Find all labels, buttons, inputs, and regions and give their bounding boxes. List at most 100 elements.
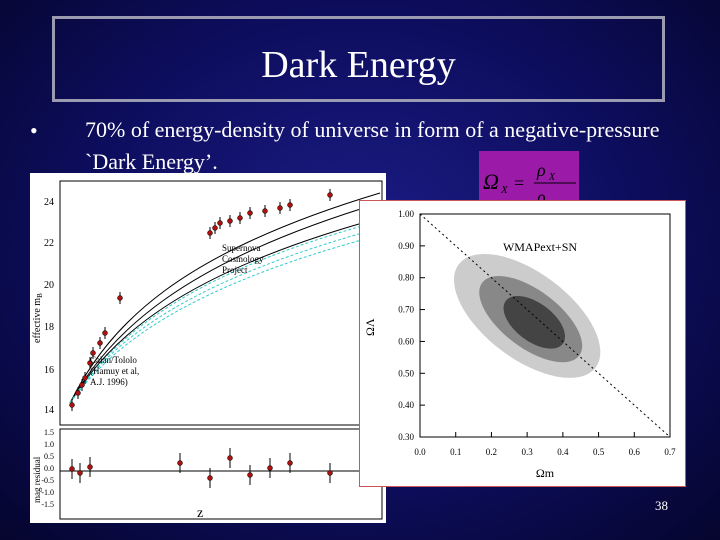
wmap-contours (453, 253, 601, 378)
wmap-plot-frame (419, 213, 671, 438)
residual-point (287, 460, 293, 466)
wmap-sn-svg: 0.0 0.1 0.2 0.3 0.4 0.5 0.6 0.7 1.00 0.90 0.80 0.70… (363, 209, 676, 480)
bullet-marker: • (30, 118, 38, 143)
model-curve (69, 202, 381, 404)
model-curve (69, 227, 381, 404)
resid-tick-label: 0.5 (44, 452, 54, 461)
y-tick-label: 0.40 (398, 400, 414, 410)
y-tick-label: 0.90 (398, 241, 414, 251)
resid-tick-label: 1.0 (44, 440, 54, 449)
y-tick-label: 0.70 (398, 305, 414, 315)
wmap-title: WMAPext+SN (503, 240, 577, 254)
resid-tick-label: 0.0 (44, 464, 54, 473)
data-point (327, 192, 333, 198)
ytick-label: 16 (44, 365, 54, 376)
ytick-label: 20 (44, 280, 54, 291)
legend-calan-line2: (Hamuy et al, (90, 366, 139, 376)
data-point (75, 390, 81, 396)
resid-tick-label: -1.0 (41, 488, 54, 497)
slide-title: Dark Energy (261, 44, 456, 86)
residual-point (267, 465, 273, 471)
data-point (90, 350, 96, 356)
data-point (247, 210, 253, 216)
legend-scp-line2: Cosmology (222, 254, 264, 264)
residual-point (247, 472, 253, 478)
hubble-points (69, 189, 333, 411)
data-point (87, 360, 93, 366)
residual-point (227, 455, 233, 461)
x-tick-label: 0.0 (414, 447, 426, 457)
footer-center-text: Heidelbe (327, 498, 374, 513)
data-point (79, 382, 85, 388)
resid-tick-label: 1.5 (44, 428, 54, 437)
formula-denominator: ρ (536, 187, 546, 207)
ytick-label: 22 (44, 238, 54, 249)
x-tick-label: 0.6 (629, 447, 641, 457)
data-point (217, 220, 223, 226)
wmap-ylabel: ΩΛ (363, 318, 377, 336)
resid-tick-label: -1.5 (41, 500, 54, 509)
legend-scp-line3: Project (222, 265, 248, 275)
x-tick-label: 0.3 (522, 447, 534, 457)
legend-calan-line1: Calan/Tololo (90, 355, 137, 365)
footer-page-number: 38 (655, 498, 668, 513)
data-point (277, 205, 283, 211)
formula-numerator-sub: X (548, 172, 556, 183)
contour-core (503, 295, 566, 349)
legend-scp-line1: Supernova (222, 243, 261, 253)
flat-universe-line (419, 213, 671, 438)
footer-date: 9/16/2021 (60, 498, 113, 513)
residual-point (177, 460, 183, 466)
wmap-ticks: 0.0 0.1 0.2 0.3 0.4 0.5 0.6 0.7 1.00 0.90 0.80 0.70… (398, 209, 676, 457)
hubble-xlabel: z (197, 506, 204, 521)
residual-points (60, 448, 382, 488)
residual-ylabel: mag residual (32, 456, 42, 503)
y-tick-label: 0.50 (398, 368, 414, 378)
data-point (237, 215, 243, 221)
formula-equals: = (514, 173, 524, 193)
y-tick-label: 0.60 (398, 336, 414, 346)
residual-point (69, 466, 75, 472)
hubble-curves (69, 192, 381, 404)
data-point (227, 218, 233, 224)
legend-calan-line3: A.J. 1996) (90, 377, 128, 387)
residual-point (327, 470, 333, 476)
data-point (69, 402, 75, 408)
residual-point (87, 464, 93, 470)
formula-lhs-sub: X (500, 184, 509, 196)
hubble-diagram-svg: 24 22 20 18 16 14 1.5 1.0 0.5 0.0 -0.5 -… (32, 180, 383, 520)
model-curve (69, 217, 381, 404)
x-tick-label: 0.2 (486, 447, 497, 457)
data-point (82, 375, 88, 381)
model-curve (69, 220, 381, 404)
data-point (117, 295, 123, 301)
y-tick-label: 1.00 (398, 209, 414, 219)
wmap-sn-plot: 0.0 0.1 0.2 0.3 0.4 0.5 0.6 0.7 1.00 0.90 0.80 0.70… (360, 201, 685, 486)
resid-tick-label: -0.5 (41, 476, 54, 485)
title-box: Dark Energy (52, 16, 665, 102)
wmap-xlabel: Ωm (536, 466, 555, 480)
data-point (262, 208, 268, 214)
ytick-label: 24 (44, 197, 54, 208)
x-tick-label: 0.7 (664, 447, 676, 457)
residual-point (77, 470, 83, 476)
formula-lhs: Ω (483, 169, 499, 194)
data-point (102, 330, 108, 336)
y-tick-label: 0.30 (398, 432, 414, 442)
x-tick-label: 0.5 (593, 447, 605, 457)
data-point (212, 225, 218, 231)
data-point (287, 202, 293, 208)
ytick-label: 18 (44, 322, 54, 333)
data-point (207, 230, 213, 236)
data-point (97, 340, 103, 346)
residual-point (207, 475, 213, 481)
bullet-text: 70% of energy-density of universe in for… (85, 117, 660, 174)
hubble-ylabel: effective mB (32, 293, 44, 343)
x-tick-label: 0.1 (450, 447, 461, 457)
hubble-diagram: 24 22 20 18 16 14 1.5 1.0 0.5 0.0 -0.5 -… (30, 173, 386, 523)
x-tick-label: 0.4 (557, 447, 569, 457)
ytick-label: 14 (44, 405, 54, 416)
y-tick-label: 0.80 (398, 273, 414, 283)
model-curve (69, 192, 381, 404)
formula-numerator: ρ (536, 160, 546, 180)
